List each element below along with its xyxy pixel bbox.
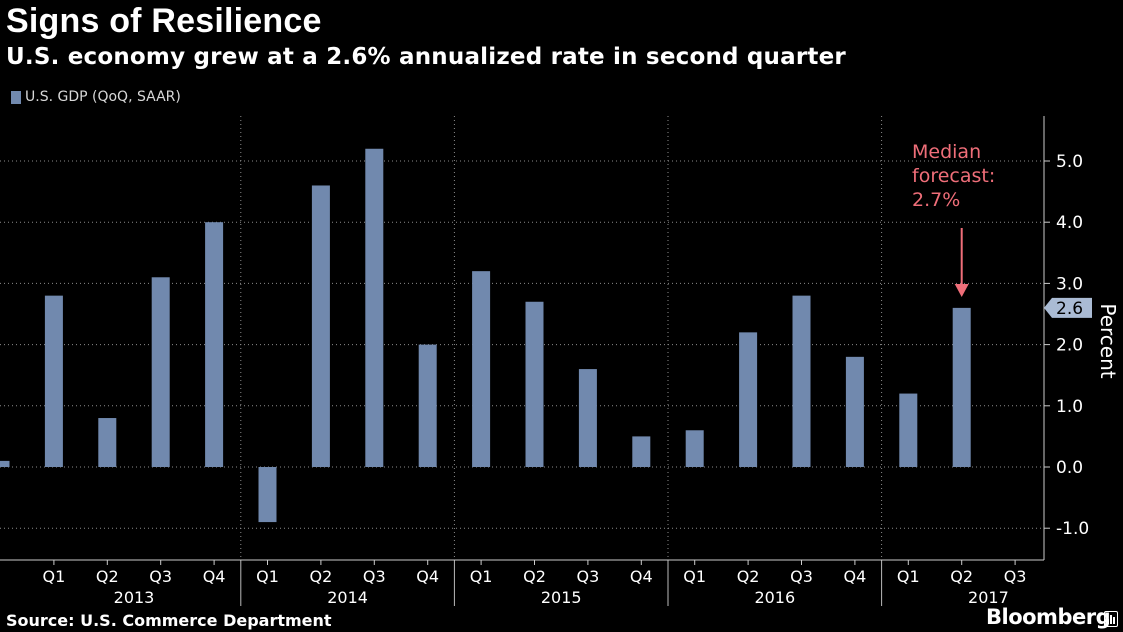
year-label: 2014: [327, 588, 368, 607]
year-label: 2013: [114, 588, 155, 607]
chart-title: Signs of Resilience: [6, 2, 322, 40]
y-tick-label: -1.0: [1056, 519, 1089, 539]
x-tick-label: Q3: [577, 567, 600, 586]
x-tick-label: Q1: [256, 567, 279, 586]
bar: [311, 185, 330, 468]
legend-swatch: [11, 90, 21, 104]
bar: [258, 467, 277, 523]
bar: [845, 356, 864, 467]
bar: [151, 277, 170, 467]
x-tick-label: Q1: [43, 567, 66, 586]
y-tick-label: 0.0: [1056, 458, 1083, 478]
bar: [98, 418, 117, 467]
x-tick-label: Q2: [96, 567, 119, 586]
bar-chart-icon: [1104, 611, 1118, 627]
x-tick-label: Q1: [470, 567, 493, 586]
x-tick-label: Q3: [1004, 567, 1027, 586]
last-value-badge: [1044, 297, 1092, 318]
bar: [472, 271, 491, 467]
bar: [525, 301, 544, 467]
bar: [0, 460, 10, 467]
x-tick-label: Q2: [310, 567, 333, 586]
x-tick-label: Q2: [737, 567, 760, 586]
x-tick-label: Q4: [203, 567, 226, 586]
x-tick-label: Q4: [416, 567, 439, 586]
x-tick-label: Q3: [790, 567, 813, 586]
bar: [418, 344, 437, 467]
y-tick-label: 4.0: [1056, 213, 1083, 233]
annotation-text: forecast:: [912, 165, 995, 187]
x-tick-label: Q4: [630, 567, 653, 586]
bar: [365, 148, 384, 467]
bar: [578, 369, 597, 467]
bar: [739, 332, 758, 467]
source-note: Source: U.S. Commerce Department: [6, 611, 332, 630]
x-tick-label: Q1: [683, 567, 706, 586]
annotation-text: 2.7%: [912, 189, 960, 211]
bar: [899, 393, 918, 467]
x-tick-label: Q3: [363, 567, 386, 586]
year-label: 2017: [968, 588, 1009, 607]
chart-subtitle: U.S. economy grew at a 2.6% annualized r…: [6, 44, 846, 70]
x-tick-label: Q3: [149, 567, 172, 586]
x-tick-label: Q1: [897, 567, 920, 586]
x-tick-label: Q4: [844, 567, 867, 586]
y-tick-label: 2.0: [1056, 336, 1083, 356]
bar: [44, 295, 63, 467]
legend-label: U.S. GDP (QoQ, SAAR): [25, 89, 181, 105]
bar: [685, 430, 704, 467]
y-tick-label: 3.0: [1056, 274, 1083, 294]
year-label: 2015: [541, 588, 582, 607]
bar: [952, 307, 971, 467]
year-label: 2016: [754, 588, 795, 607]
annotation-arrow-head: [954, 284, 969, 297]
bar: [632, 436, 651, 467]
last-value-label: 2.6: [1056, 299, 1083, 319]
brand-logo: Bloomberg: [986, 605, 1111, 629]
bar: [205, 222, 224, 467]
y-tick-label: 1.0: [1056, 397, 1083, 417]
x-tick-label: Q2: [523, 567, 546, 586]
y-axis-title: Percent: [1096, 303, 1120, 378]
annotation-text: Median: [912, 141, 981, 163]
y-tick-label: 5.0: [1056, 152, 1083, 172]
legend: U.S. GDP (QoQ, SAAR): [11, 89, 181, 105]
bar: [792, 295, 811, 467]
x-tick-label: Q2: [950, 567, 973, 586]
